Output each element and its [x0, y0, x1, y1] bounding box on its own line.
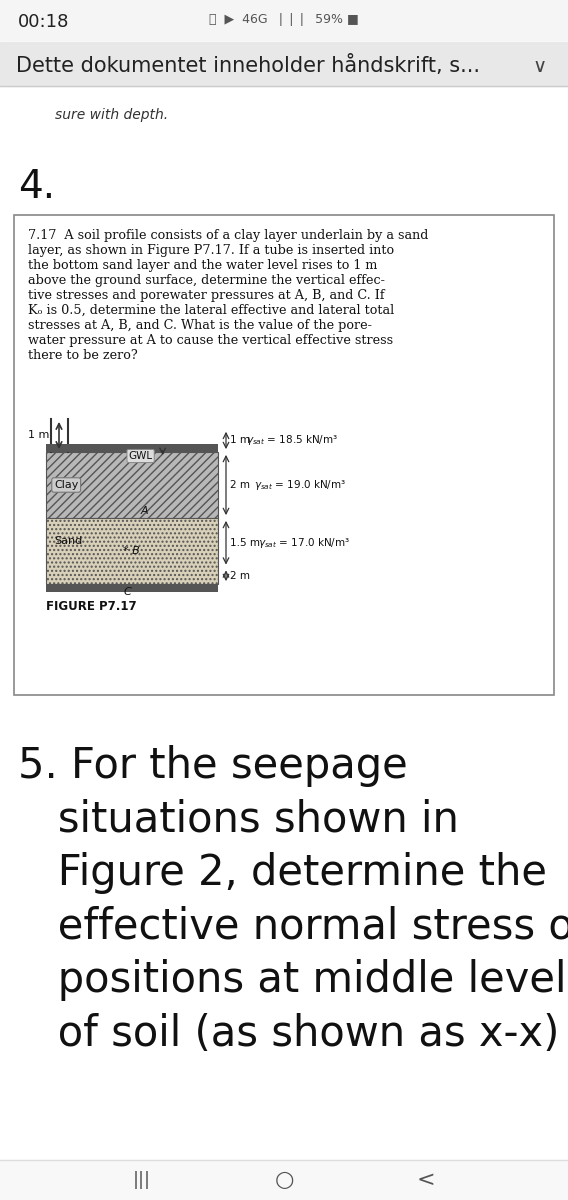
Text: Dette dokumentet inneholder håndskrift, s...: Dette dokumentet inneholder håndskrift, … [16, 55, 480, 77]
Text: 00:18: 00:18 [18, 13, 69, 31]
Text: FIGURE P7.17: FIGURE P7.17 [46, 600, 137, 613]
Text: 1.5 m: 1.5 m [230, 538, 260, 547]
Text: A: A [141, 506, 148, 516]
Bar [14, 215, 554, 695]
Bar [46, 584, 218, 592]
Bar [46, 452, 218, 518]
Bar [0, 42, 568, 86]
Text: $\gamma_{sat}$ = 19.0 kN/m³: $\gamma_{sat}$ = 19.0 kN/m³ [254, 478, 346, 492]
Bar [46, 444, 218, 452]
Text: Sand: Sand [54, 536, 82, 546]
Text: 2 m: 2 m [230, 480, 250, 490]
Text: |||: ||| [133, 1171, 151, 1189]
Text: sure with depth.: sure with depth. [55, 108, 168, 122]
Text: * B: * B [123, 546, 140, 556]
Text: 5. For the seepage
   situations shown in
   Figure 2, determine the
   effectiv: 5. For the seepage situations shown in F… [18, 745, 568, 1055]
Text: ○: ○ [274, 1170, 294, 1190]
Text: ∨: ∨ [533, 56, 547, 76]
Text: 1 m: 1 m [28, 431, 49, 440]
Bar [0, 1160, 568, 1200]
Text: Clay: Clay [54, 480, 78, 490]
Bar [46, 518, 218, 584]
Text: 1 m: 1 m [230, 436, 250, 445]
Text: <: < [417, 1170, 435, 1190]
Bar [0, 0, 568, 40]
Text: 4.: 4. [18, 168, 55, 206]
Text: ⛔  ▶  46G  ❘❘❘  59% ■: ⛔ ▶ 46G ❘❘❘ 59% ■ [209, 13, 359, 26]
Text: 7.17  A soil profile consists of a clay layer underlain by a sand
layer, as show: 7.17 A soil profile consists of a clay l… [28, 229, 428, 362]
Text: $\gamma_{sat}$ = 17.0 kN/m³: $\gamma_{sat}$ = 17.0 kN/m³ [258, 535, 350, 550]
Text: 2 m: 2 m [230, 571, 250, 581]
Text: GWL: GWL [128, 451, 153, 461]
Text: $\gamma_{sat}$ = 18.5 kN/m³: $\gamma_{sat}$ = 18.5 kN/m³ [246, 433, 338, 448]
Text: C: C [123, 587, 131, 596]
